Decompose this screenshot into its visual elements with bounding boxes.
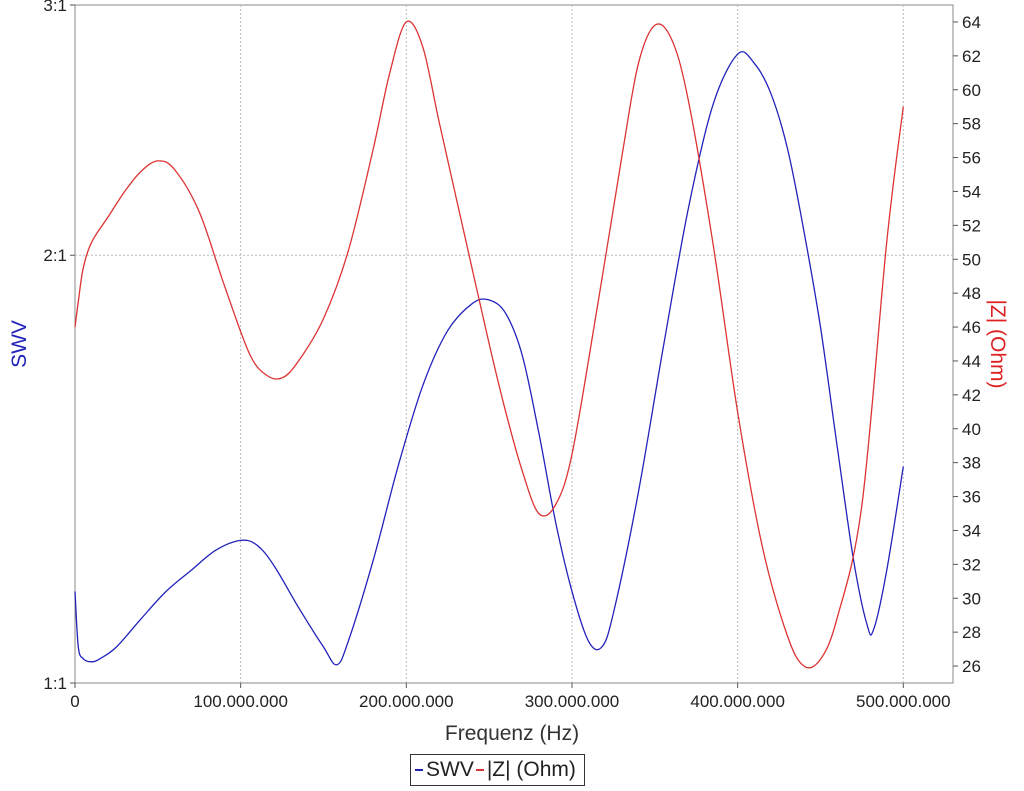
y-right-tick-label: 48 [962, 284, 981, 303]
y-right-tick-label: 26 [962, 657, 981, 676]
series-layer [74, 20, 904, 669]
y-right-tick-label: 42 [962, 386, 981, 405]
series-line-swv [74, 51, 904, 666]
y-left-axis-ticks: 1:1 2:1 3:1 [43, 0, 75, 693]
legend-swatch-impedance [475, 769, 484, 771]
x-tick-label: 300.000.000 [525, 692, 620, 711]
x-tick-label: 100.000.000 [193, 692, 288, 711]
y-right-tick-label: 44 [962, 352, 981, 371]
y-right-tick-label: 32 [962, 555, 981, 574]
y-right-tick-label: 64 [962, 13, 981, 32]
y-left-tick-label: 2:1 [43, 246, 67, 265]
legend-swatch-swv [415, 769, 423, 771]
y-right-tick-label: 58 [962, 115, 981, 134]
y-right-axis-title: |Z| (Ohm) [986, 299, 1009, 388]
y-right-tick-label: 46 [962, 318, 981, 337]
y-right-tick-label: 30 [962, 589, 981, 608]
grid [75, 5, 953, 683]
y-right-axis-ticks: 26 28 30 32 34 36 38 40 42 44 46 48 50 52 54 56 58 60 62 64 [953, 13, 981, 676]
series-line-impedance [74, 20, 904, 669]
y-right-tick-label: 62 [962, 47, 981, 66]
legend-label-impedance: |Z| (Ohm) [486, 758, 576, 781]
plot-area [74, 4, 954, 684]
y-right-tick-label: 54 [962, 182, 981, 201]
x-tick-label: 0 [70, 692, 79, 711]
y-left-tick-label: 1:1 [43, 674, 67, 693]
y-left-axis-title: SWV [8, 320, 31, 368]
y-right-tick-label: 28 [962, 623, 981, 642]
legend: SWV |Z| (Ohm) [410, 754, 585, 786]
y-right-tick-label: 56 [962, 149, 981, 168]
legend-item-swv: SWV [415, 758, 474, 782]
y-right-tick-label: 50 [962, 250, 981, 269]
y-right-tick-label: 52 [962, 216, 981, 235]
y-right-tick-label: 34 [962, 521, 981, 540]
y-right-tick-label: 38 [962, 454, 981, 473]
legend-label-swv: SWV [426, 758, 474, 781]
x-axis-title: Frequenz (Hz) [445, 722, 579, 745]
y-right-tick-label: 40 [962, 420, 981, 439]
y-left-tick-label: 3:1 [43, 0, 67, 15]
x-tick-label: 500.000.000 [856, 692, 951, 711]
legend-item-impedance: |Z| (Ohm) [475, 758, 576, 782]
y-right-tick-label: 36 [962, 488, 981, 507]
x-tick-label: 400.000.000 [690, 692, 785, 711]
x-axis-ticks: 0 100.000.000 200.000.000 300.000.000 400.00… [70, 683, 951, 711]
x-tick-label: 200.000.000 [359, 692, 454, 711]
y-right-tick-label: 60 [962, 81, 981, 100]
